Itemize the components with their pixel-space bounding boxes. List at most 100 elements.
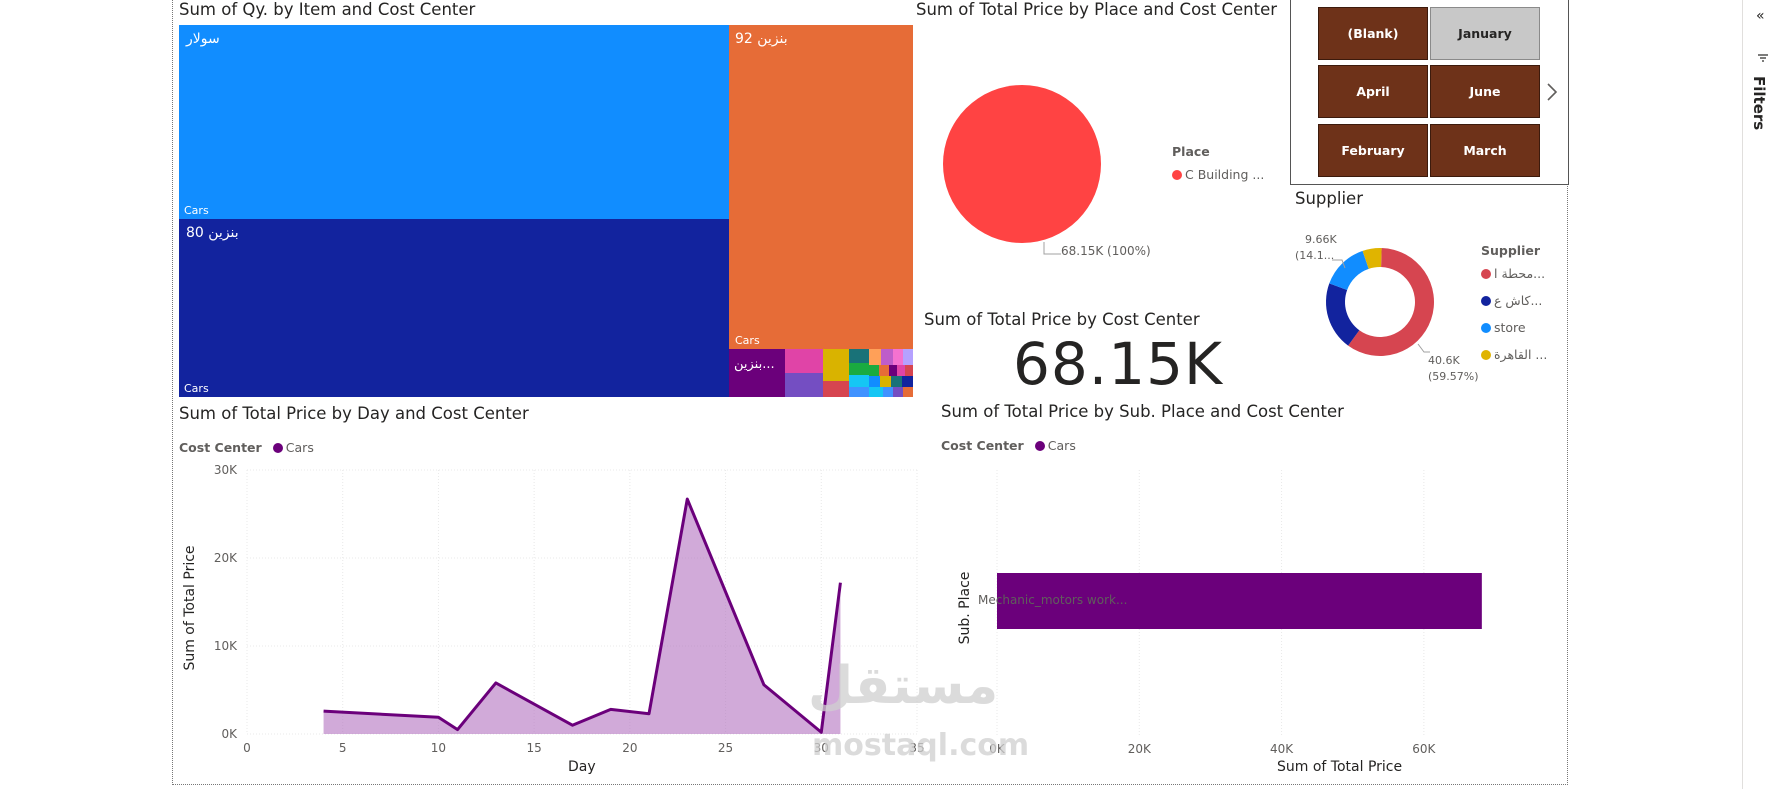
treemap-tile[interactable] [849, 363, 869, 375]
donut-slice[interactable] [1362, 248, 1382, 269]
treemap-tile[interactable] [869, 376, 880, 387]
treemap-cell-label: بنزين... [734, 357, 775, 372]
donut-slice[interactable] [1329, 250, 1369, 290]
treemap-tile[interactable] [905, 365, 913, 376]
pie-legend-item[interactable]: C Building ... [1172, 167, 1264, 182]
area-x-axis-title: Day [568, 759, 596, 775]
bar-chart[interactable]: 0K 20K 40K 60K [940, 455, 1560, 755]
donut-label-top-value: 9.66K [1305, 233, 1337, 246]
treemap-tile[interactable] [903, 387, 913, 397]
treemap-tile[interactable] [785, 373, 823, 397]
treemap-tile[interactable] [849, 387, 869, 397]
x-tick-label: 0K [989, 742, 1006, 755]
treemap-tile[interactable] [869, 349, 881, 365]
area-line[interactable] [323, 497, 842, 734]
treemap-tile[interactable] [869, 365, 879, 376]
treemap-title: Sum of Qy. by Item and Cost Center [179, 0, 476, 19]
pie-data-label: 68.15K (100%) [1061, 244, 1151, 258]
treemap-tile[interactable] [785, 349, 823, 373]
treemap-tile[interactable] [891, 376, 902, 387]
donut-title: Supplier [1295, 189, 1363, 208]
slicer-button-february[interactable]: February [1318, 124, 1428, 177]
bar[interactable] [997, 573, 1482, 629]
x-tick-label: 10 [431, 741, 446, 755]
legend-dot [1034, 441, 1045, 451]
filters-pane[interactable]: « Filters [1742, 0, 1779, 789]
pie-legend-title: Place [1172, 144, 1210, 159]
treemap-tile[interactable] [849, 349, 869, 363]
treemap-cell-solar[interactable]: سولار Cars [179, 25, 729, 219]
watermark-latin: mostaql.com [812, 728, 1030, 763]
area-title: Sum of Total Price by Day and Cost Cente… [179, 404, 529, 423]
treemap-tile[interactable] [889, 365, 897, 376]
treemap-cell-sub: Cars [184, 382, 209, 395]
x-tick-label: 25 [718, 741, 733, 755]
collapse-icon[interactable]: « [1756, 8, 1765, 24]
treemap-cell-benzine80[interactable]: بنزين 80 Cars [179, 219, 729, 397]
donut-legend-item[interactable]: القاهرة ... [1481, 347, 1547, 374]
treemap-tile[interactable] [893, 349, 903, 365]
legend-dot [1481, 323, 1491, 333]
donut-leader-line [1417, 343, 1430, 353]
treemap-tile[interactable] [869, 387, 883, 397]
pie-slice[interactable] [943, 85, 1101, 243]
treemap-tile[interactable] [849, 375, 869, 387]
treemap-tile[interactable] [881, 349, 893, 365]
y-tick-label: 30K [214, 463, 238, 477]
donut-legend-label: store [1494, 320, 1526, 335]
slicer-button-march[interactable]: March [1430, 124, 1540, 177]
bar-y-axis-title: Sub. Place [957, 571, 973, 645]
treemap-small-tiles[interactable] [785, 349, 913, 397]
watermark-arabic: مستقل [808, 656, 999, 716]
treemap-tile[interactable] [823, 381, 849, 397]
treemap-cell-sub: Cars [735, 334, 760, 347]
legend-dot [1481, 296, 1491, 306]
slicer-next-icon[interactable] [1545, 82, 1559, 102]
donut-label-top-percent: (14.1... [1295, 249, 1335, 262]
card-value: 68.15K [1013, 330, 1224, 398]
bar-legend-item[interactable]: Cars [1034, 438, 1076, 453]
pie-chart[interactable] [916, 70, 1286, 270]
slicer-button-april[interactable]: April [1318, 65, 1428, 118]
treemap-cell-label: بنزين 80 [186, 225, 239, 241]
treemap-cell-sub: Cars [184, 204, 209, 217]
legend-dot [1481, 350, 1491, 360]
donut-legend-item[interactable]: store [1481, 320, 1547, 347]
bar-legend-label: Cars [1047, 438, 1076, 453]
treemap-cell-benzine92[interactable]: بنزين 92 Cars [729, 25, 913, 349]
bar-x-axis-title: Sum of Total Price [1277, 759, 1403, 775]
area-y-axis-title: Sum of Total Price [182, 545, 198, 671]
donut-legend-item[interactable]: محطة ا... [1481, 266, 1547, 293]
area-legend-item[interactable]: Cars [272, 440, 314, 455]
y-tick-label: 20K [214, 551, 238, 565]
slicer-button-june[interactable]: June [1430, 65, 1540, 118]
area-legend-label: Cars [285, 440, 314, 455]
donut-slice[interactable] [1348, 248, 1434, 356]
report-canvas [172, 0, 1568, 785]
donut-legend-label: القاهرة ... [1494, 347, 1548, 362]
treemap-tile[interactable] [902, 376, 913, 387]
area-legend-title: Cost Center [179, 440, 262, 455]
treemap-tile[interactable] [879, 365, 889, 376]
treemap-tile[interactable] [823, 349, 849, 381]
treemap-tile[interactable] [903, 349, 913, 365]
slicer-button-january[interactable]: January [1430, 7, 1540, 60]
pie-legend-label: C Building ... [1185, 167, 1265, 182]
donut-legend-item[interactable]: كاش ع... [1481, 293, 1547, 320]
legend-dot [1481, 269, 1491, 279]
treemap-cell-benzine-other[interactable]: بنزين... [729, 349, 785, 397]
treemap-tile[interactable] [880, 376, 891, 387]
donut-leader-line [1332, 259, 1346, 269]
donut-slice[interactable] [1326, 283, 1360, 346]
filters-label[interactable]: Filters [1750, 76, 1768, 131]
area-chart[interactable]: 0K 10K 20K 30K 0 5 10 15 20 25 30 35 [172, 455, 932, 785]
treemap-tile[interactable] [893, 387, 903, 397]
treemap-visual[interactable]: سولار Cars بنزين 80 Cars بنزين 92 Cars ب… [179, 25, 913, 397]
treemap-tile[interactable] [897, 365, 905, 376]
donut-chart[interactable] [1290, 226, 1470, 386]
treemap-tile[interactable] [883, 387, 893, 397]
treemap-cell-label: سولار [186, 31, 220, 47]
filter-icon[interactable] [1757, 52, 1769, 64]
card-title: Sum of Total Price by Cost Center [924, 310, 1200, 329]
slicer-button-blank[interactable]: (Blank) [1318, 7, 1428, 60]
